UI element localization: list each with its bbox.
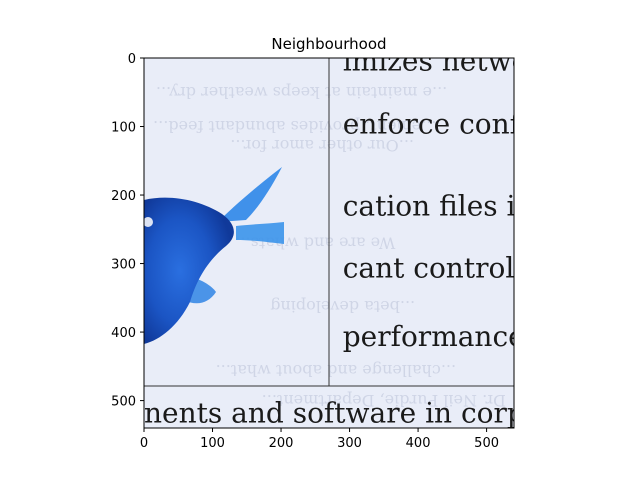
image-text-line: enforce conf [343,107,523,140]
y-tick-label: 100 [111,121,136,136]
y-tick-label: 400 [111,326,136,341]
fish-body [144,197,234,344]
fish-tail [236,222,284,244]
y-tick-label: 500 [111,395,136,410]
x-tick-label: 100 [200,436,225,451]
ghost-text-layer: ...e maintain at keeps weather dry......… [153,83,506,410]
fish-eye [144,217,153,227]
fish-illustration [144,167,284,344]
ghost-text-line: ...challenge and about what... [216,361,457,380]
ghost-text-line: Dr. Neil Purdie, Department... [262,391,506,410]
image-text-line: cation files ir [343,190,530,223]
x-tick-label: 200 [269,436,294,451]
scan-text-layer: imizes netwo enforce conf cation files ir c… [144,44,542,430]
image-panel: ...e maintain at keeps weather dry......… [144,44,542,430]
image-text-line: performance [343,320,525,353]
image-text-line: imizes netwo [343,44,529,77]
x-tick-label: 0 [140,436,148,451]
x-axis: 0 100 200 300 400 500 [140,428,499,451]
y-tick-label: 300 [111,258,136,273]
image-text-line: cant control [343,251,515,284]
ghost-text-line: ...ement, provides abundant feed... [153,117,436,136]
x-tick-label: 300 [337,436,362,451]
image-text-line: nents and software in corpo [144,397,542,430]
x-tick-label: 400 [406,436,431,451]
ghost-text-line: ...e maintain at keeps weather dry... [156,83,447,102]
y-tick-label: 200 [111,189,136,204]
fish-upper-fin [218,167,282,222]
y-tick-label: 0 [128,52,136,67]
axes-frame [143,57,515,429]
x-tick-label: 500 [474,436,499,451]
ghost-text-line: ...beta developing [270,297,415,316]
chart-title: Neighbourhood [271,35,386,53]
ghost-text-line: ...Our other amor for... [230,136,414,155]
y-axis: 0 100 200 300 400 500 [111,52,144,410]
